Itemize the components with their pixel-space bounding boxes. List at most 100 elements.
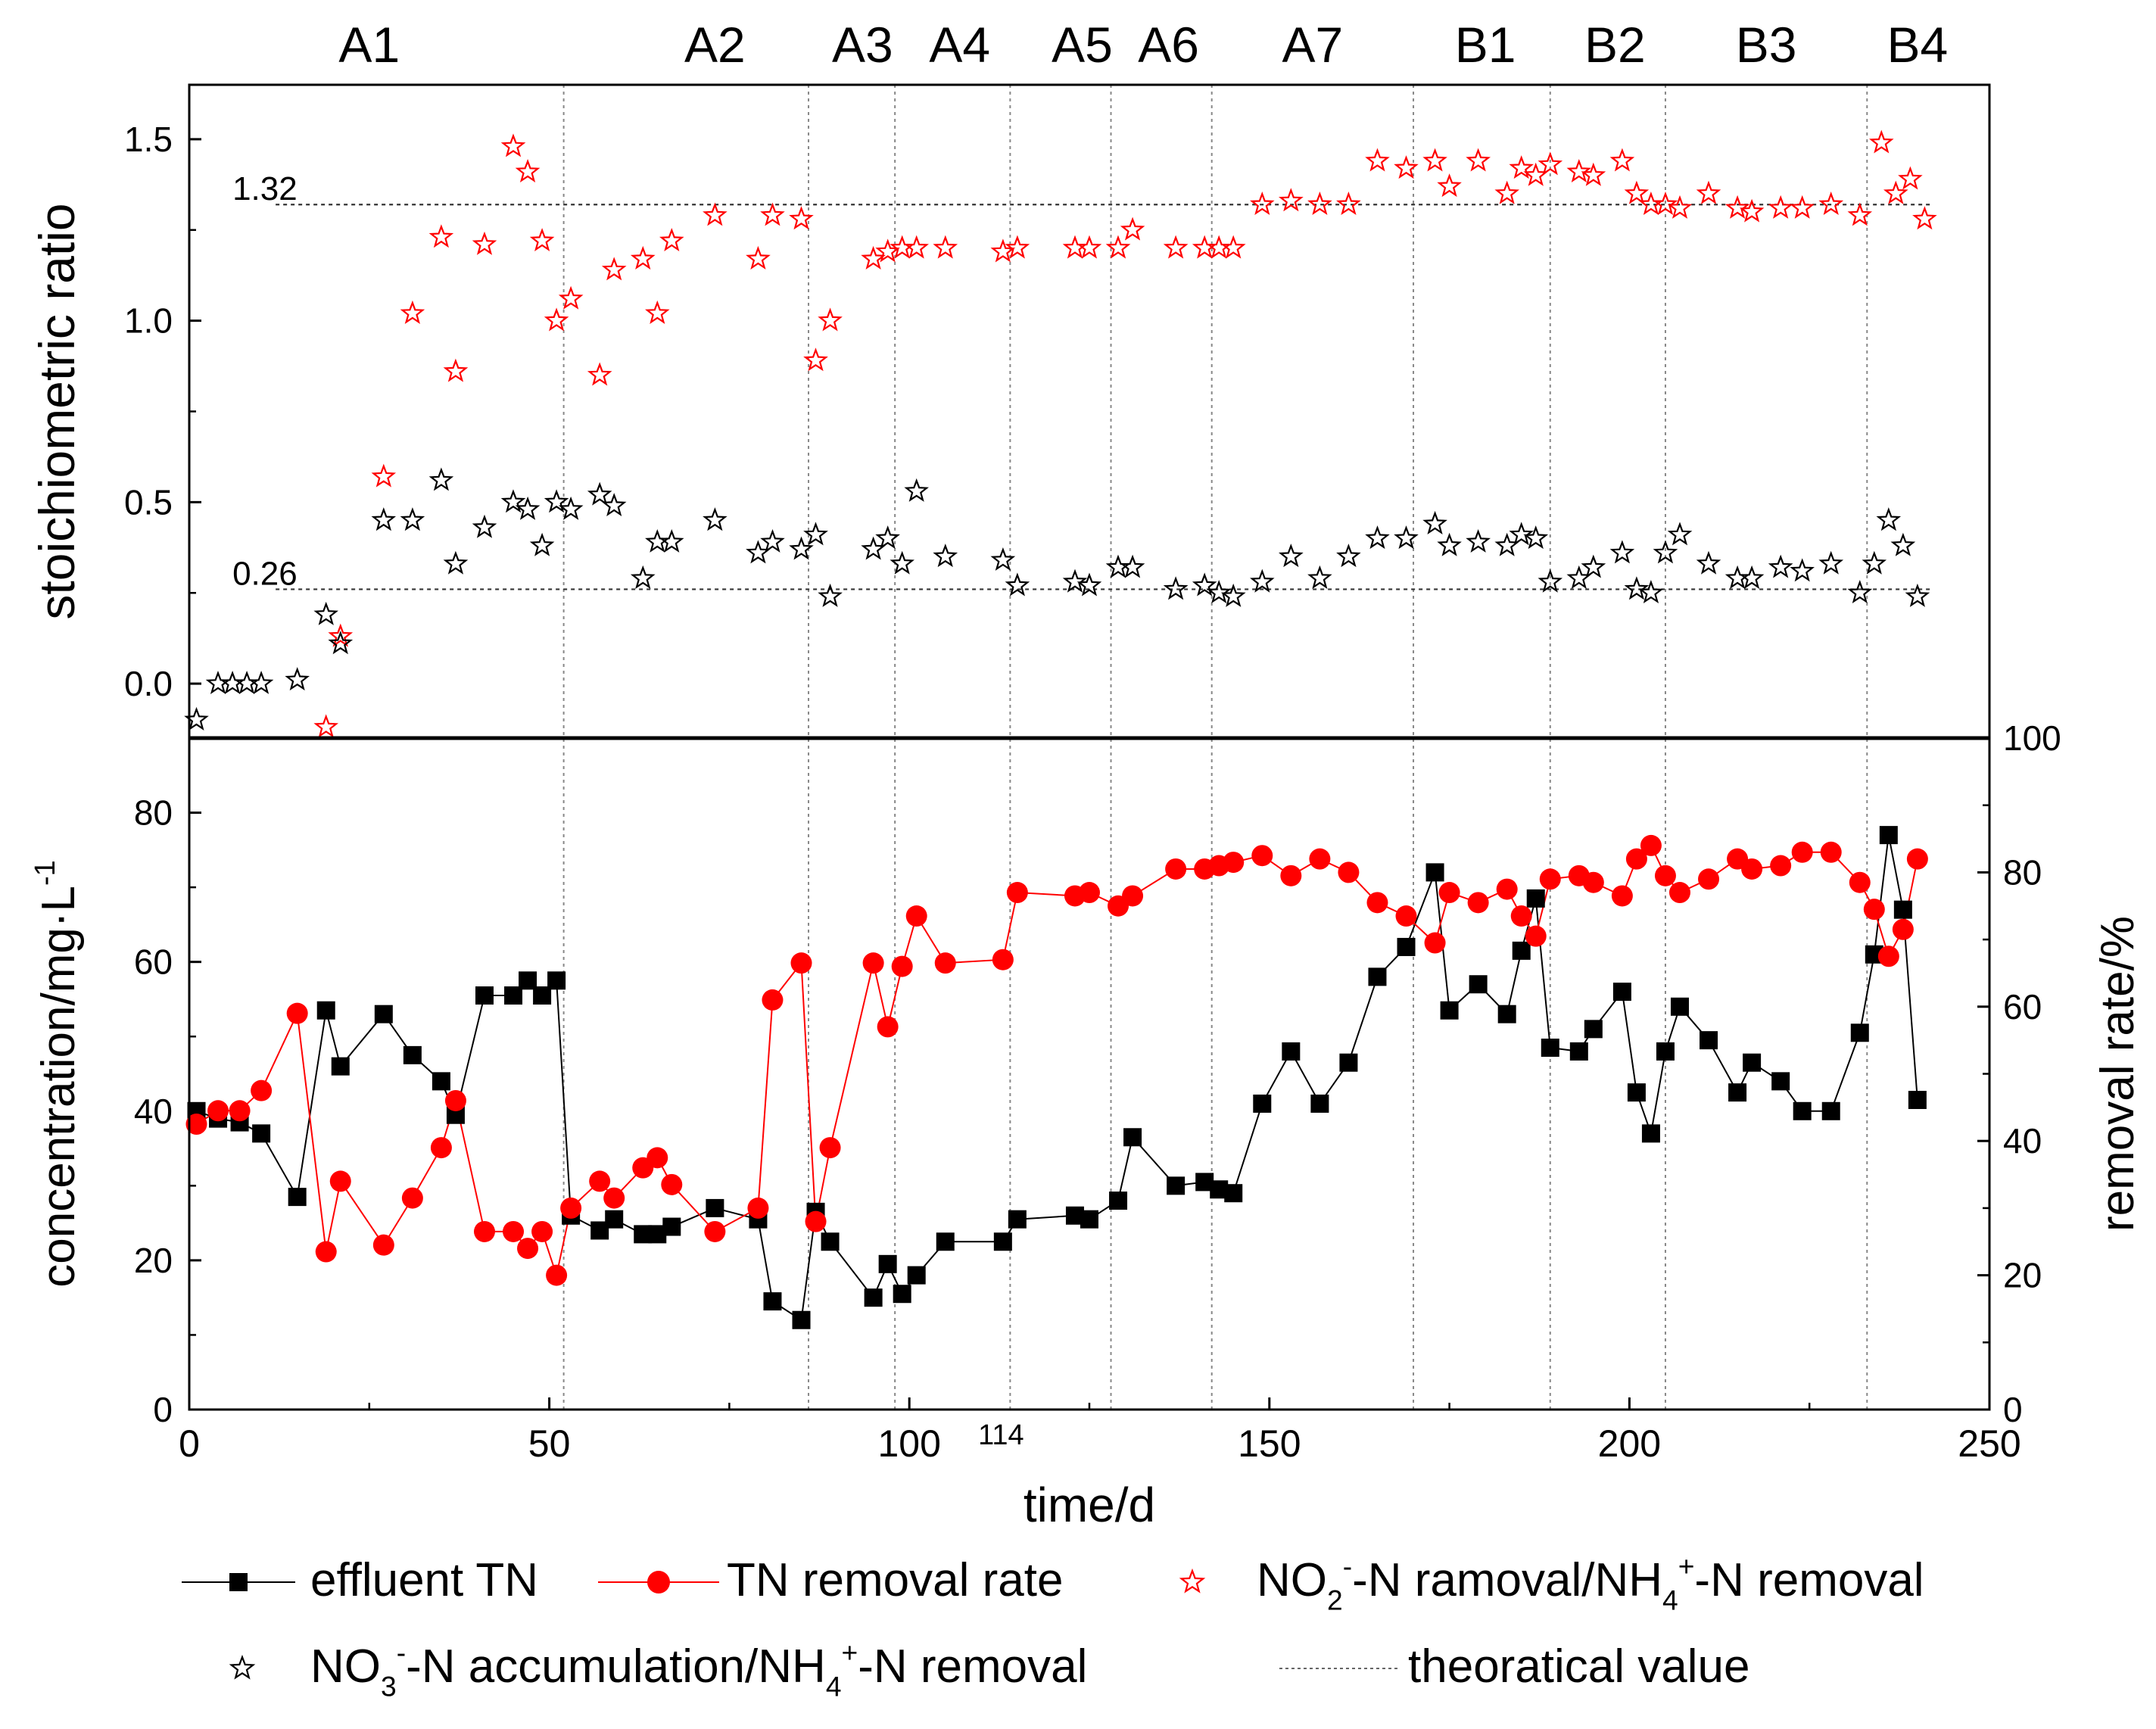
ratio-star-point: [789, 206, 814, 230]
text-segment: 4: [826, 1671, 842, 1703]
ratio-star-point: [1581, 554, 1606, 578]
ratio-star-point: [1667, 195, 1693, 219]
ratio-star-point: [1120, 217, 1145, 241]
ratio-star-point: [659, 529, 684, 553]
ratio-star-point: [818, 583, 843, 607]
tn-removal-rate-point: [603, 1187, 625, 1209]
ratio-star-point: [1365, 148, 1390, 172]
ratio-star-point: [285, 667, 310, 691]
ratio-star-point: [529, 532, 555, 556]
ratio-star-point: [1437, 173, 1462, 198]
effluent-tn-point: [893, 1285, 911, 1304]
effluent-tn-point: [403, 1045, 422, 1064]
effluent-tn-point: [1771, 1072, 1790, 1091]
ratio-star-point: [1394, 155, 1419, 179]
effluent-tn-point: [1425, 863, 1444, 882]
ratio-star-point: [500, 133, 526, 157]
ratio-star-point: [1818, 550, 1844, 575]
ratio-star-point: [601, 257, 627, 281]
effluent-tn-point: [1167, 1176, 1185, 1195]
phase-label: A5: [1052, 17, 1113, 73]
x-tick-label: 100: [877, 1422, 940, 1465]
x-tick-label: 200: [1598, 1422, 1661, 1465]
ratio-star-point: [1394, 525, 1419, 550]
effluent-tn-point: [1908, 1090, 1927, 1109]
effluent-tn-point: [432, 1072, 450, 1091]
text-segment: concentration/mg·L: [33, 886, 85, 1288]
tn-removal-rate-point: [1770, 855, 1792, 877]
phase-label: B4: [1887, 17, 1949, 73]
tn-removal-rate-point: [329, 1170, 351, 1192]
tn-removal-rate-point: [1122, 885, 1144, 907]
ratio-star-point: [1876, 507, 1902, 531]
ratio-star-point: [1653, 192, 1678, 216]
ratio-star-point: [1624, 576, 1650, 600]
ratio-star-point: [1307, 565, 1332, 589]
ratio-star-point: [1076, 235, 1102, 259]
effluent-tn-point: [1080, 1210, 1098, 1229]
ratio-star-point: [443, 550, 469, 575]
lower-left-y-tick-label: 20: [134, 1241, 173, 1280]
lower-left-y-tick-label: 0: [153, 1390, 173, 1429]
effluent-tn-point: [1440, 1001, 1459, 1020]
ratio-star-point: [313, 714, 339, 738]
text-segment: -N ramoval/NH: [1352, 1554, 1662, 1606]
tn-removal-rate-point: [1223, 852, 1245, 874]
ratio-star-point: [601, 493, 627, 517]
tn-removal-rate-point: [546, 1264, 568, 1286]
effluent-tn-point: [1893, 900, 1912, 919]
tn-removal-rate-point: [1741, 858, 1763, 880]
tn-removal-rate-point: [877, 1016, 899, 1038]
effluent-tn-point: [878, 1254, 897, 1273]
ratio-star-point: [645, 300, 670, 324]
ratio-star-point: [933, 544, 958, 568]
ratio-star-point: [328, 631, 354, 655]
text-segment: 4: [1662, 1584, 1678, 1616]
effluent-tn-point: [1793, 1101, 1812, 1120]
effluent-tn-point: [1850, 1023, 1869, 1042]
effluent-tn-point: [1656, 1042, 1675, 1061]
x-axis-title: time/d: [1023, 1478, 1155, 1532]
effluent-tn-point: [1497, 1005, 1516, 1023]
ratio-star-point: [990, 547, 1016, 571]
ratio-star-point: [1883, 180, 1908, 204]
tn-removal-rate-point: [473, 1220, 495, 1242]
effluent-tn-point: [1469, 975, 1488, 994]
ratio-star-point: [1422, 510, 1447, 535]
lower-panel-points: [185, 826, 1928, 1329]
effluent-tn-point: [1641, 1124, 1660, 1143]
effluent-tn-point: [288, 1188, 307, 1207]
ratio-star-point: [875, 525, 900, 550]
ratio-star-point: [500, 489, 526, 513]
ratio-star-point: [1494, 180, 1519, 204]
legend-label: NO3--N accumulation/NH4+-N removal: [310, 1637, 1087, 1703]
ratio-star-point: [1862, 550, 1887, 575]
phase-label: A6: [1138, 17, 1199, 73]
tn-removal-rate-point: [1309, 848, 1331, 870]
legend-label: theoratical value: [1408, 1640, 1750, 1693]
ratio-star-point: [472, 231, 497, 255]
phase-label: A2: [684, 17, 746, 73]
tn-removal-rate-point: [207, 1100, 229, 1122]
right-y-tick-label: 100: [2003, 718, 2061, 758]
ratio-star-point: [1898, 166, 1923, 190]
ratio-star-point: [428, 467, 454, 491]
ratio-star-point: [703, 507, 727, 531]
tn-removal-rate-point: [646, 1147, 668, 1169]
effluent-tn-point: [1584, 1020, 1603, 1039]
effluent-tn-point: [864, 1288, 883, 1307]
text-segment: +: [1678, 1550, 1695, 1582]
effluent-tn-point: [1224, 1184, 1243, 1203]
effluent-tn-point: [1569, 1042, 1588, 1061]
ratio-star-point: [1581, 162, 1606, 186]
effluent-tn-point: [1512, 941, 1531, 960]
right-y-tick-label: 40: [2003, 1121, 2042, 1160]
theoretical-value-label: 0.26: [232, 555, 298, 592]
ratio-star-point: [1163, 576, 1189, 600]
tn-removal-rate-point: [1079, 882, 1100, 904]
legend-label: effluent TN: [310, 1554, 538, 1606]
text-segment: effluent TN: [310, 1554, 538, 1606]
right-y-tick-label: 60: [2003, 987, 2042, 1026]
ratio-star-point: [1005, 572, 1030, 597]
